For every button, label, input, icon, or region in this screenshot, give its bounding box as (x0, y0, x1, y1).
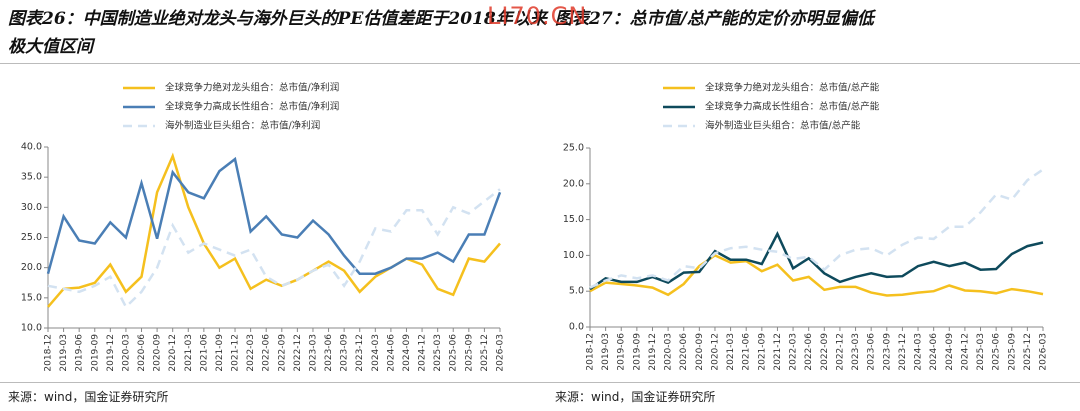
y-tick-label: 15.0 (563, 214, 584, 225)
x-tick-label: 2019-09 (632, 333, 642, 371)
x-tick-label: 2021-12 (231, 334, 241, 372)
x-tick-label: 2020-06 (137, 334, 147, 372)
y-tick-label: 30.0 (21, 202, 42, 213)
x-tick-label: 2021-03 (726, 333, 736, 371)
x-tick-label: 2022-06 (804, 333, 814, 371)
y-tick-label: 25.0 (563, 143, 584, 154)
legend-label: 海外制造业巨头组合：总市值/总产能 (705, 120, 861, 132)
y-tick-label: 15.0 (21, 292, 42, 303)
x-tick-label: 2019-03 (59, 334, 69, 372)
x-tick-label: 2020-03 (121, 334, 131, 372)
x-tick-label: 2024-06 (929, 333, 939, 371)
x-tick-label: 2026-03 (496, 334, 506, 372)
legend-label: 全球竞争力绝对龙头组合：总市值/净利润 (165, 82, 339, 94)
series-line (46, 156, 502, 275)
x-tick-label: 2022-06 (262, 334, 272, 372)
x-tick-label: 2021-09 (757, 333, 767, 371)
figure-title: 图表26：中国制造业绝对龙头与海外巨头的PE估值差距于2018年以来极大值区间 (8, 9, 547, 57)
x-tick-label: 2018-12 (44, 334, 54, 372)
x-tick-label: 2019-12 (648, 333, 658, 371)
x-tick-label: 2025-03 (976, 333, 986, 371)
y-tick-label: 35.0 (21, 172, 42, 183)
series-line (47, 188, 501, 309)
x-tick-label: 2019-03 (601, 333, 611, 371)
source-rule (0, 382, 1080, 383)
chart: 0.0 5.0 10.0 15.0 20.0 25.0 2018-12 2019-03 2019… (563, 82, 1049, 371)
x-tick-label: 2024-06 (386, 334, 396, 372)
x-tick-label: 2020-09 (153, 334, 163, 372)
y-tick-label: 5.0 (569, 286, 584, 297)
x-tick-label: 2022-03 (789, 333, 799, 371)
source: 来源：wind，国金证券研究所 (555, 390, 716, 404)
chart: 10.0 15.0 20.0 25.0 30.0 35.0 40.0 2018-12 2019-… (21, 82, 506, 372)
x-tick-label: 2020-12 (710, 333, 720, 371)
legend-label: 海外制造业巨头组合：总市值/净利润 (165, 120, 320, 132)
x-tick-label: 2019-12 (106, 334, 116, 372)
source: 来源：wind，国金证券研究所 (8, 390, 169, 404)
y-tick-label: 20.0 (21, 262, 42, 273)
x-tick-label: 2021-12 (773, 333, 783, 371)
x-tick-label: 2025-06 (992, 333, 1002, 371)
y-tick-label: 10.0 (21, 323, 42, 334)
figure-title: 图表27：总市值/总产能的定价亦明显偏低 (555, 9, 874, 29)
x-tick-label: 2021-03 (184, 334, 194, 372)
x-tick-label: 2020-03 (664, 333, 674, 371)
x-tick-label: 2023-06 (867, 333, 877, 371)
series-line (589, 168, 1044, 289)
x-tick-label: 2024-03 (371, 334, 381, 372)
x-tick-label: 2025-09 (1007, 333, 1017, 371)
x-tick-label: 2021-06 (742, 333, 752, 371)
x-tick-label: 2025-03 (433, 334, 443, 372)
x-tick-label: 2026-03 (1039, 333, 1049, 371)
x-tick-label: 2023-12 (355, 334, 365, 372)
legend-label: 全球竞争力绝对龙头组合：总市值/总产能 (705, 82, 880, 94)
watermark: LI70.CN (487, 2, 588, 30)
x-tick-label: 2022-09 (277, 334, 287, 372)
x-tick-label: 2023-03 (308, 334, 318, 372)
x-tick-label: 2020-12 (168, 334, 178, 372)
x-tick-label: 2025-12 (480, 334, 490, 372)
y-tick-label: 25.0 (21, 232, 42, 243)
y-tick-label: 40.0 (21, 142, 42, 153)
x-tick-label: 2022-09 (820, 333, 830, 371)
x-tick-label: 2019-06 (617, 333, 627, 371)
x-tick-label: 2023-12 (898, 333, 908, 371)
x-tick-label: 2019-09 (90, 334, 100, 372)
x-tick-label: 2025-06 (449, 334, 459, 372)
y-tick-label: 0.0 (569, 322, 584, 333)
x-tick-label: 2024-03 (914, 333, 924, 371)
x-tick-label: 2021-06 (199, 334, 209, 372)
x-tick-label: 2023-09 (340, 334, 350, 372)
x-tick-label: 2020-06 (679, 333, 689, 371)
x-tick-label: 2025-09 (464, 334, 474, 372)
x-tick-label: 2022-12 (293, 334, 303, 372)
x-tick-label: 2024-12 (960, 333, 970, 371)
x-tick-label: 2024-09 (402, 334, 412, 372)
x-tick-label: 2021-09 (215, 334, 225, 372)
legend-label: 全球竞争力高成长性组合：总市值/总产能 (705, 101, 880, 113)
x-tick-label: 2024-09 (945, 333, 955, 371)
x-tick-label: 2024-12 (418, 334, 428, 372)
x-tick-label: 2018-12 (586, 333, 596, 371)
x-tick-label: 2020-09 (695, 333, 705, 371)
legend-label: 全球竞争力高成长性组合：总市值/净利润 (165, 101, 339, 113)
y-tick-label: 10.0 (563, 250, 584, 261)
series-line (589, 253, 1044, 297)
x-tick-label: 2019-06 (75, 334, 85, 372)
x-tick-label: 2023-09 (882, 333, 892, 371)
title-rule (0, 63, 1080, 64)
series-line (589, 231, 1044, 291)
x-tick-label: 2023-06 (324, 334, 334, 372)
series-line (47, 152, 501, 308)
x-tick-label: 2023-03 (851, 333, 861, 371)
x-tick-label: 2025-12 (1023, 333, 1033, 371)
x-tick-label: 2022-03 (246, 334, 256, 372)
y-tick-label: 20.0 (563, 178, 584, 189)
x-tick-label: 2022-12 (835, 333, 845, 371)
